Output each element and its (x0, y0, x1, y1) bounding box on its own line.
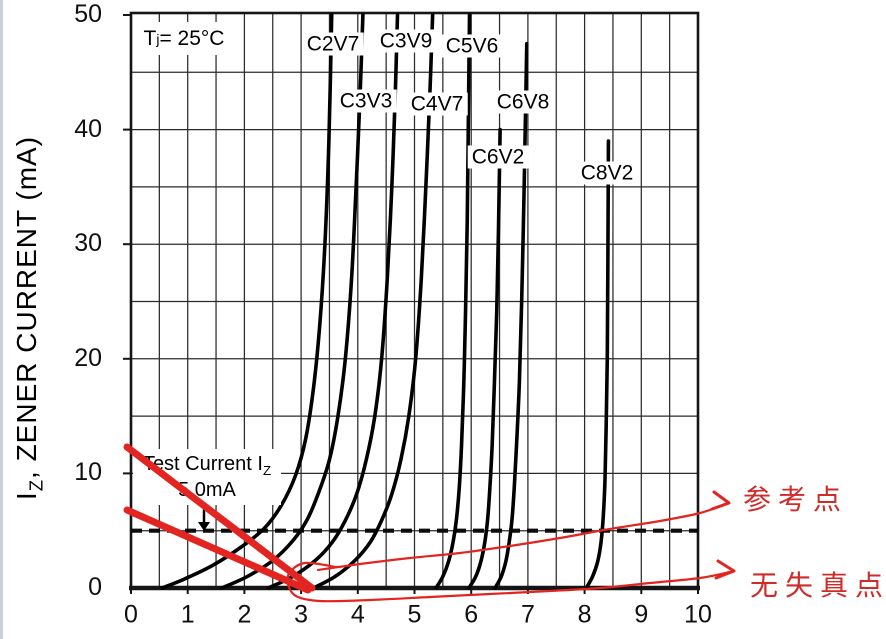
curve-label-c3v9: C3V9 (375, 29, 437, 53)
y-tick-label-30: 30 (74, 229, 102, 258)
y-tick-label-50: 50 (74, 0, 102, 28)
y-tick-label-0: 0 (88, 572, 102, 601)
x-tick-label-7: 7 (520, 600, 535, 629)
x-tick-label-9: 9 (634, 600, 649, 629)
y-tick-label-40: 40 (74, 114, 102, 143)
curve-label-c5v6: C5V6 (441, 34, 503, 58)
x-tick-label-6: 6 (464, 600, 479, 629)
x-tick-label-0: 0 (124, 600, 138, 629)
test-current-line1: Test Current IZ (142, 453, 272, 478)
x-tick-label-1: 1 (180, 600, 195, 629)
x-tick-label-2: 2 (237, 600, 252, 629)
curve-label-c8v2: C8V2 (576, 161, 638, 185)
curve-label-c6v2: C6V2 (467, 145, 529, 169)
grid-lines (131, 13, 698, 588)
curve-c8v2 (584, 139, 611, 590)
curve-label-c3v3: C3V3 (335, 89, 397, 113)
x-tick-label-4: 4 (350, 600, 365, 629)
test-current-line2: 5.0mA (178, 479, 236, 501)
x-tick-label-5: 5 (407, 600, 422, 629)
curve-label-c6v8: C6V8 (492, 90, 554, 114)
curve-label-c4v7: C4V7 (406, 92, 468, 116)
x-tick-label-8: 8 (577, 600, 592, 629)
test-current-note: Test Current IZ 5.0mA (133, 449, 281, 505)
page-edge-strip (0, 0, 3, 639)
curve-label-c2v7: C2V7 (302, 32, 364, 56)
y-tick-label-10: 10 (74, 458, 102, 487)
x-tick-label-3: 3 (294, 600, 309, 629)
x-tick-label-10: 10 (684, 600, 712, 629)
y-tick-label-20: 20 (74, 343, 102, 372)
y-axis-title: IZ, ZENER CURRENT (mA) (11, 135, 47, 501)
no-distortion-point-label: 无失真点 (750, 571, 886, 602)
reference-point-label: 参考点 (743, 485, 849, 516)
